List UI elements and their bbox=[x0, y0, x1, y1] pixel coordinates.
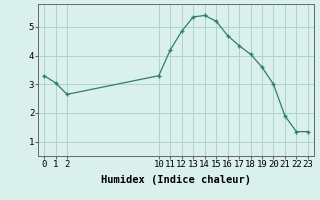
X-axis label: Humidex (Indice chaleur): Humidex (Indice chaleur) bbox=[101, 175, 251, 185]
